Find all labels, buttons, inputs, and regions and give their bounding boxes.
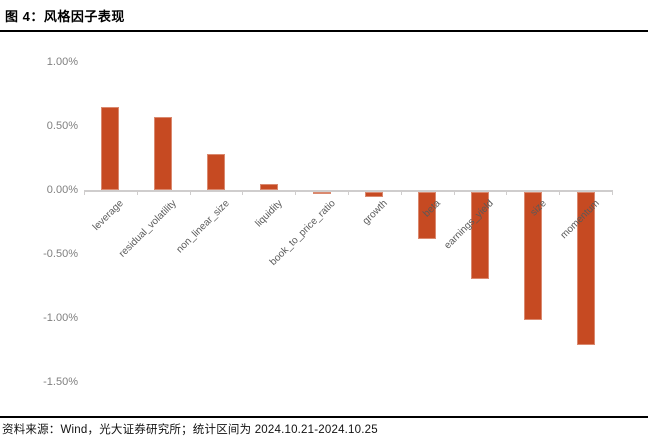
x-axis-tick — [84, 190, 85, 195]
source-note: 资料来源：Wind，光大证券研究所；统计区间为 2024.10.21-2024.… — [2, 424, 378, 436]
bar-earnings_yield — [471, 191, 489, 279]
x-axis-tick — [453, 190, 455, 195]
bar-non_linear_size — [207, 154, 225, 190]
bar-beta — [418, 191, 437, 239]
y-axis-tick-label: -1.50% — [43, 376, 78, 388]
y-axis-tick-label: 1.00% — [46, 56, 78, 68]
bar-growth — [365, 191, 384, 197]
x-axis-tick — [189, 190, 191, 195]
bar-leverage — [101, 106, 120, 190]
bar-size — [523, 191, 542, 320]
bottom-divider — [0, 416, 648, 418]
y-axis-tick-label: -0.50% — [43, 248, 78, 260]
x-axis-tick — [136, 190, 138, 195]
x-axis-tick — [400, 190, 402, 195]
y-axis-tick-label: 0.00% — [46, 184, 78, 196]
x-axis-tick — [295, 190, 297, 195]
bar-residual_volatility — [154, 117, 173, 190]
x-axis-tick — [506, 190, 508, 195]
x-axis-tick — [242, 190, 244, 195]
category-label: leverage — [91, 198, 127, 233]
bar-book_to_price_ratio — [312, 191, 331, 195]
x-axis-tick — [612, 190, 613, 195]
top-divider — [0, 30, 648, 32]
x-axis-tick — [559, 190, 561, 195]
y-axis-tick-label: 0.50% — [46, 120, 78, 132]
bar-liquidity — [259, 183, 278, 190]
y-axis-tick-label: -1.00% — [43, 312, 78, 324]
x-axis-tick — [348, 190, 349, 195]
figure-title: 图 4：风格因子表现 — [5, 9, 125, 24]
bar-momentum — [576, 191, 595, 346]
